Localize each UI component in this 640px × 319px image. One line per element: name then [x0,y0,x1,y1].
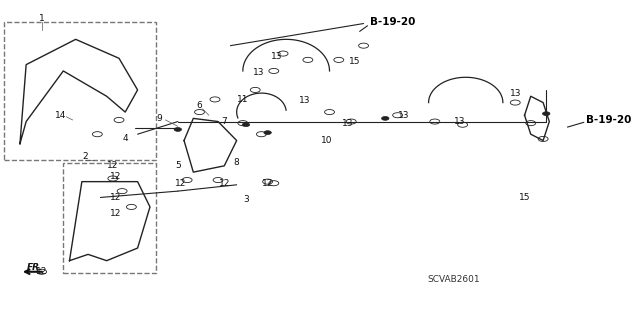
Circle shape [242,123,250,127]
Text: 12: 12 [36,267,47,276]
Text: 5: 5 [175,161,180,170]
Circle shape [264,131,271,135]
Text: 12: 12 [175,179,187,188]
Text: 12: 12 [262,179,273,188]
Text: 14: 14 [54,111,66,120]
Bar [4,22,156,160]
Text: B-19-20: B-19-20 [586,115,632,125]
Bar [63,163,156,273]
Text: 10: 10 [321,136,332,145]
Text: 12: 12 [107,161,118,170]
Text: 6: 6 [196,101,202,110]
Text: 13: 13 [509,89,521,98]
Text: 8: 8 [234,158,239,167]
Text: 13: 13 [342,119,354,128]
Text: SCVAB2601: SCVAB2601 [427,275,479,284]
Text: 12: 12 [110,193,122,202]
Text: 15: 15 [349,57,360,66]
Circle shape [543,112,550,115]
Text: 12: 12 [110,209,122,218]
Text: 13: 13 [271,52,283,61]
Text: 13: 13 [299,97,310,106]
Text: 3: 3 [243,195,249,204]
Text: 13: 13 [253,68,264,77]
Text: 4: 4 [122,134,128,144]
Text: 12: 12 [219,179,230,188]
Text: 13: 13 [454,117,465,126]
Text: B-19-20: B-19-20 [370,17,415,27]
Circle shape [174,128,182,131]
Text: 9: 9 [156,114,162,123]
Text: 7: 7 [221,117,227,126]
Text: 12: 12 [110,172,122,182]
Text: 1: 1 [39,14,45,23]
Text: 13: 13 [398,111,410,120]
Text: 15: 15 [519,193,531,202]
Text: FR.: FR. [27,263,44,271]
Text: 11: 11 [237,95,248,104]
Circle shape [381,116,389,120]
Text: 2: 2 [82,152,88,161]
